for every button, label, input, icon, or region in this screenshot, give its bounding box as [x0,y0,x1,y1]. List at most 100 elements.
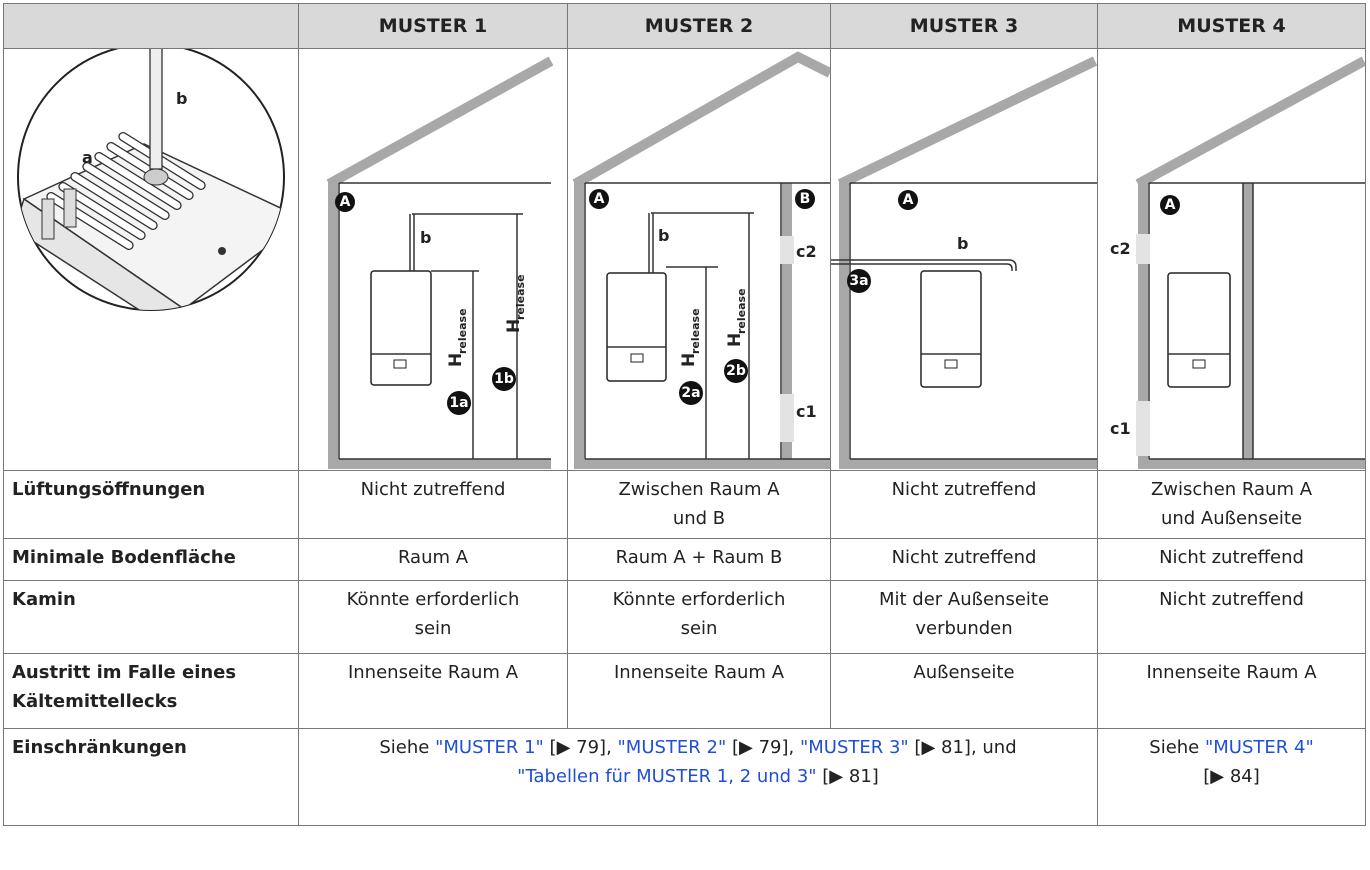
vent-label: c1 [796,402,817,421]
marker: 1b [494,371,514,387]
marker: 2b [726,363,746,379]
figure-cell: A c2 c1 [1097,48,1366,471]
marker: 2a [681,385,700,401]
cell-line: Mit der Außenseite [878,589,1050,610]
value-cell: Nicht zutreffend [1097,538,1366,581]
text: [▶ 79], [726,737,800,758]
marker: 1a [449,395,468,411]
cell-line: Zwischen Raum A [1150,479,1313,500]
link[interactable]: "Tabellen für MUSTER 1, 2 und 3" [517,766,817,787]
cell-line: Nicht zutreffend [891,547,1037,568]
row-label-text: Lüftungsöffnungen [12,479,206,500]
table-row: Kamin Könnte erforderlich sein Könnte erfor… [3,580,1366,654]
column-header: MUSTER 3 [830,3,1098,49]
cell-line: Raum A [397,547,469,568]
value-cell: Zwischen Raum A und Außenseite [1097,470,1366,539]
link[interactable]: "MUSTER 2" [617,737,727,758]
cell-line: Innenseite Raum A [613,662,785,683]
cell-line: Nicht zutreffend [891,479,1037,500]
pipe-label: b [420,228,431,247]
cell-line: Raum A + Raum B [615,547,783,568]
value-cell: Mit der Außenseite verbunden [830,580,1098,654]
room-label: A [1165,197,1176,213]
row-label-text: Einschränkungen [12,737,187,758]
value-cell: Könnte erforderlich sein [567,580,831,654]
value-cell: Könnte erforderlich sein [298,580,568,654]
height-label: H [679,353,699,367]
vent-label: c2 [1110,239,1131,258]
row-label-text: Austritt im Falle eines Kältemittellecks [12,662,237,712]
cell-line: Innenseite Raum A [347,662,519,683]
value-cell: Raum A [298,538,568,581]
cell-line: Könnte erforderlich [612,589,786,610]
cell-line: sein [680,618,718,639]
column-header: MUSTER 1 [298,3,568,49]
cell-line: Nicht zutreffend [1159,547,1304,568]
cell-line: verbunden [915,618,1013,639]
text: [▶ 79], [543,737,618,758]
cell-line: und B [672,508,726,529]
cell-line: Zwischen Raum A [618,479,780,500]
height-label: H [725,333,745,347]
pipe-label: b [957,234,968,253]
room-label: A [594,191,605,207]
row-label: Lüftungsöffnungen [3,470,299,539]
cell-line: Innenseite Raum A [1146,662,1317,683]
row-label: Austritt im Falle eines Kältemittellecks [3,653,299,729]
link[interactable]: "MUSTER 3" [799,737,909,758]
row-label-text: Minimale Bodenfläche [12,547,236,568]
value-cell: Nicht zutreffend [830,538,1098,581]
value-cell: Siehe "MUSTER 4" [▶ 84] [1097,728,1366,826]
room-label: B [800,191,811,207]
value-cell: Raum A + Raum B [567,538,831,581]
table-row: Minimale Bodenfläche Raum A Raum A + Raum … [3,538,1366,581]
value-cell: Innenseite Raum A [567,653,831,729]
height-label: H [504,319,524,333]
room-label: A [903,192,914,208]
muster3-figure: A b 3a [831,56,1097,469]
text: Siehe [1149,737,1205,758]
text: [▶ 84] [1203,766,1260,787]
value-cell: Nicht zutreffend [1097,580,1366,654]
link[interactable]: "MUSTER 1" [435,737,544,758]
detail-label: a [82,148,93,167]
height-label: H [446,353,466,367]
value-cell: Außenseite [830,653,1098,729]
figure-cell: b a [3,48,299,471]
cell-line: Nicht zutreffend [1159,589,1304,610]
value-cell: Nicht zutreffend [298,470,568,539]
table-row: Lüftungsöffnungen Nicht zutreffend Zwische… [3,470,1366,539]
vent-label: c2 [796,242,817,261]
value-cell: Innenseite Raum A [1097,653,1366,729]
detail-figure: b a [17,49,285,311]
cell-line: sein [414,618,452,639]
muster4-figure: A c2 c1 [1110,56,1365,469]
cell-line: Außenseite [913,662,1015,683]
height-label-sub: release [514,274,527,320]
height-label-sub: release [456,308,469,354]
column-header: MUSTER 4 [1097,3,1366,49]
table-row: Einschränkungen Siehe "MUSTER 1" [▶ 79], … [3,728,1366,826]
corner-cell [3,3,299,49]
figure-cell: A b 3a [830,48,1098,471]
table-body: Lüftungsöffnungen Nicht zutreffend Zwische… [3,470,1366,826]
column-header: MUSTER 2 [567,3,831,49]
row-label-text: Kamin [12,589,76,610]
cell-line: Könnte erforderlich [346,589,520,610]
cell-line: und Außenseite [1160,508,1303,529]
row-label: Einschränkungen [3,728,299,826]
height-label-sub: release [735,288,748,334]
pipe-label: b [658,226,669,245]
height-label-sub: release [689,308,702,354]
value-cell: Zwischen Raum A und B [567,470,831,539]
cell-line: Nicht zutreffend [360,479,506,500]
link[interactable]: "MUSTER 4" [1204,737,1314,758]
value-cell: Innenseite Raum A [298,653,568,729]
text: Siehe [379,737,436,758]
detail-label: b [176,89,187,108]
header-row: MUSTER 1 MUSTER 2 MUSTER 3 MUSTER 4 [3,3,1366,49]
